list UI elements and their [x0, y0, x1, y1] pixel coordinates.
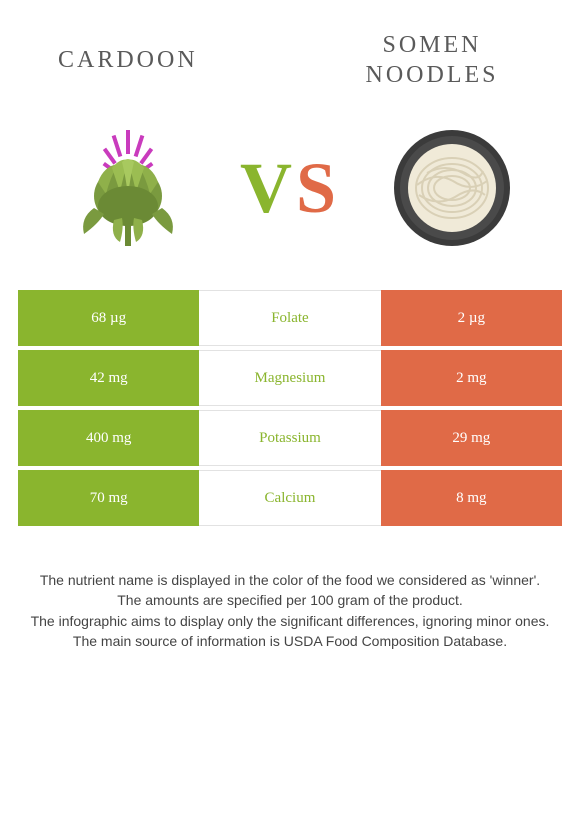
footer-line: The amounts are specified per 100 gram o… [26, 590, 554, 610]
right-value-cell: 2 mg [381, 350, 562, 406]
nutrient-name-cell: Magnesium [199, 350, 380, 406]
footer-notes: The nutrient name is displayed in the co… [18, 570, 562, 651]
images-row: VS [18, 114, 562, 262]
nutrient-name-cell: Potassium [199, 410, 380, 466]
nutrient-name-cell: Calcium [199, 470, 380, 526]
table-row: 42 mgMagnesium2 mg [18, 350, 562, 406]
left-value-cell: 42 mg [18, 350, 199, 406]
right-value-cell: 8 mg [381, 470, 562, 526]
nutrient-table: 68 µgFolate2 µg42 mgMagnesium2 mg400 mgP… [18, 290, 562, 526]
vs-s: S [296, 148, 340, 228]
vs-label: VS [240, 147, 340, 230]
left-food-title: Cardoon [58, 45, 198, 75]
right-value-cell: 2 µg [381, 290, 562, 346]
table-row: 68 µgFolate2 µg [18, 290, 562, 346]
right-food-title: Somen noodles [342, 30, 522, 90]
noodle-bowl-icon [387, 123, 517, 253]
left-value-cell: 70 mg [18, 470, 199, 526]
left-value-cell: 68 µg [18, 290, 199, 346]
left-value-cell: 400 mg [18, 410, 199, 466]
table-row: 70 mgCalcium8 mg [18, 470, 562, 526]
footer-line: The main source of information is USDA F… [26, 631, 554, 651]
vs-v: V [240, 148, 296, 228]
right-value-cell: 29 mg [381, 410, 562, 466]
nutrient-name-cell: Folate [199, 290, 380, 346]
title-row: Cardoon Somen noodles [18, 20, 562, 90]
right-food-image [382, 118, 522, 258]
footer-line: The nutrient name is displayed in the co… [26, 570, 554, 590]
cardoon-icon [58, 118, 198, 258]
table-row: 400 mgPotassium29 mg [18, 410, 562, 466]
footer-line: The infographic aims to display only the… [26, 611, 554, 631]
left-food-image [58, 118, 198, 258]
